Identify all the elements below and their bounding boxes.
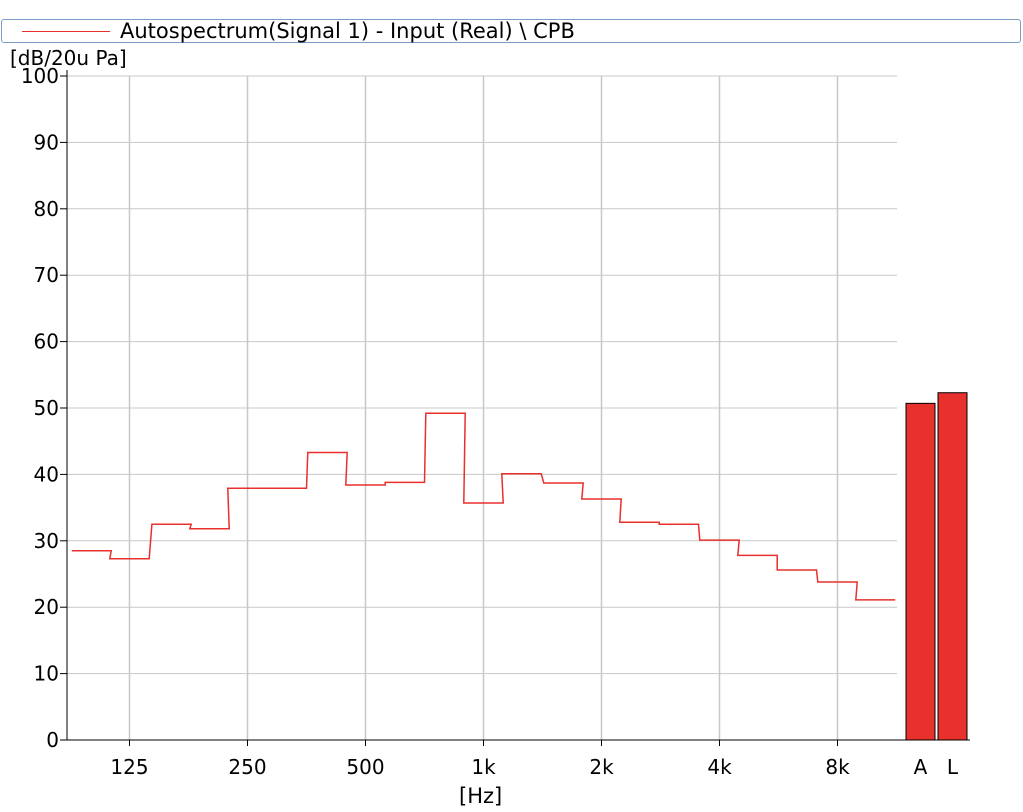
spectrum-step-line (71, 412, 896, 601)
y-tick-label: 100 (21, 64, 59, 88)
y-tick-label: 70 (34, 263, 59, 287)
overall-level-bar-l (937, 392, 968, 741)
overall-level-label-a: A (914, 755, 928, 779)
y-axis-unit-label: [dB/20u Pa] (10, 46, 127, 70)
y-tick-label: 0 (46, 728, 59, 752)
x-axis-unit-label: [Hz] (459, 784, 503, 808)
y-tick-label: 90 (34, 130, 59, 154)
x-tick-label: 8k (825, 755, 850, 779)
x-tick-label: 4k (707, 755, 732, 779)
y-tick-label: 10 (34, 662, 59, 686)
x-tick-label: 250 (228, 755, 266, 779)
legend-label: Autospectrum(Signal 1) - Input (Real) \ … (120, 19, 575, 43)
x-tick-label: 2k (589, 755, 614, 779)
legend[interactable]: Autospectrum(Signal 1) - Input (Real) \ … (1, 19, 1021, 43)
overall-level-label-l: L (947, 755, 959, 779)
x-tick-label: 125 (110, 755, 148, 779)
y-tick-label: 20 (34, 595, 59, 619)
x-tick-label: 1k (471, 755, 496, 779)
y-tick-label: 40 (34, 462, 59, 486)
y-tick-label: 60 (34, 330, 59, 354)
y-tick-label: 50 (34, 396, 59, 420)
legend-line-swatch (22, 31, 110, 32)
y-tick-label: 80 (34, 197, 59, 221)
y-tick-label: 30 (34, 529, 59, 553)
overall-level-bar-a (905, 402, 936, 741)
x-tick-label: 500 (346, 755, 384, 779)
